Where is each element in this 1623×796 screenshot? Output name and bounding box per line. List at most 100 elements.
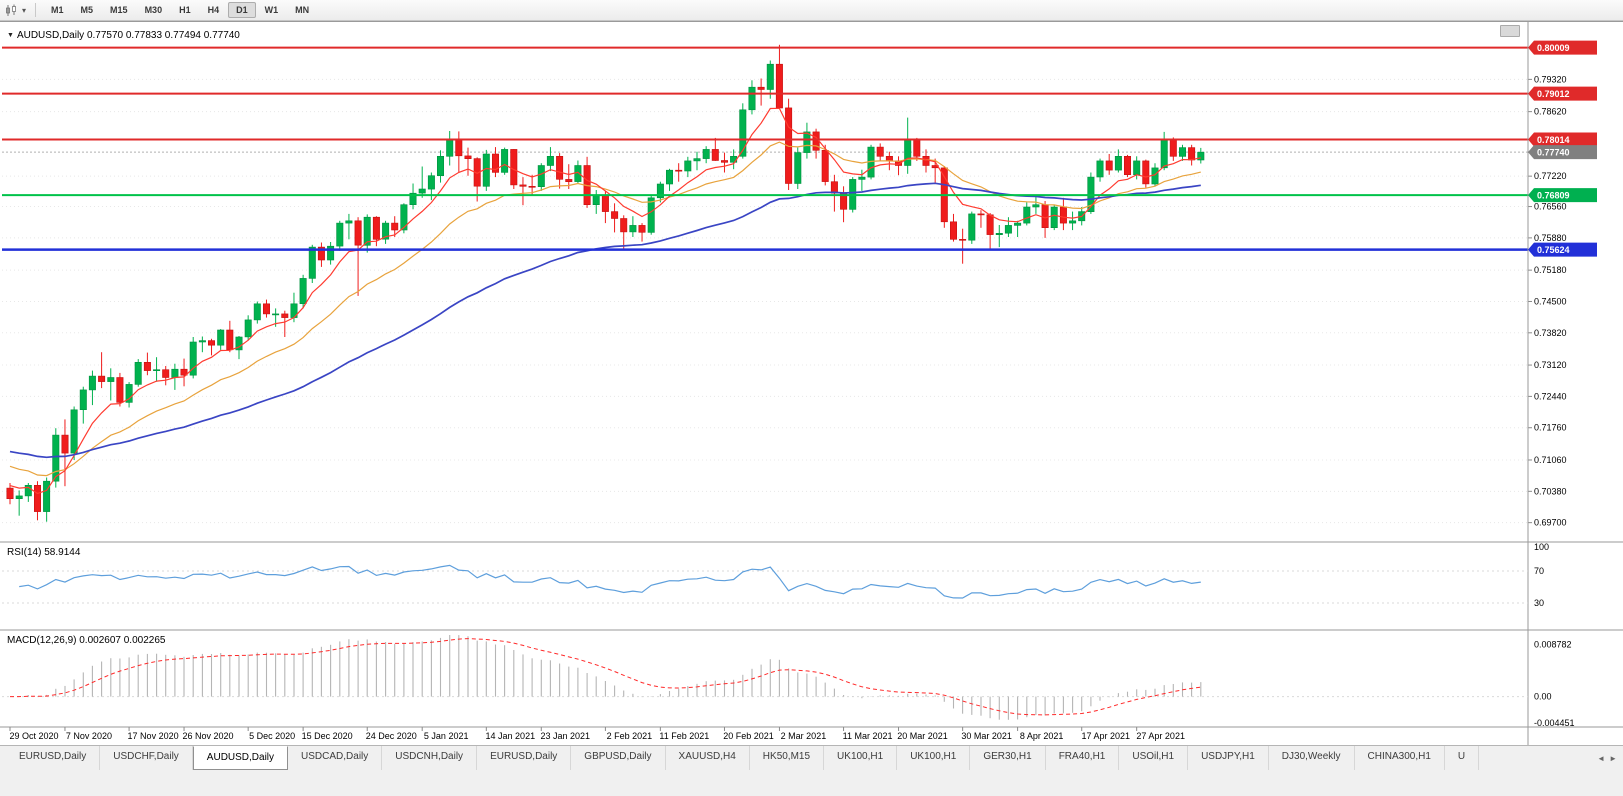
svg-text:2 Mar 2021: 2 Mar 2021 [781,731,827,741]
chart-tab-hk50-m15[interactable]: HK50,M15 [750,746,825,770]
macd-panel: 0.008782 0.00 -0.004451 [2,635,1575,728]
candle [959,239,967,241]
svg-text:27 Apr 2021: 27 Apr 2021 [1136,731,1185,741]
candle [198,340,206,343]
candle [739,109,747,157]
timeframe-button-m1[interactable]: M1 [51,5,64,15]
chart-tab-usoil-h1[interactable]: USOil,H1 [1119,746,1189,770]
candle [1069,220,1077,224]
chart-tab-uk100-h1[interactable]: UK100,H1 [897,746,971,770]
candle [620,218,628,233]
svg-text:0.77220: 0.77220 [1534,171,1567,181]
candle [1050,206,1058,229]
chart-plot-area[interactable] [2,22,1528,542]
svg-text:11 Mar 2021: 11 Mar 2021 [843,731,893,741]
chart-tab-ger30-h1[interactable]: GER30,H1 [970,746,1046,770]
candle [757,86,765,90]
candle [922,156,930,166]
candle [592,195,600,205]
candle [546,156,554,166]
candle [217,329,225,346]
chart-tab-china300-h1[interactable]: CHINA300,H1 [1355,746,1445,770]
chart-tab-u[interactable]: U [1445,746,1480,770]
candle [995,233,1003,236]
price-tag [1528,188,1597,203]
candle [1179,147,1187,157]
chart-tab-usdcnh-daily[interactable]: USDCNH,Daily [382,746,478,770]
candle [693,158,701,162]
chart-corner-button[interactable] [1500,25,1520,37]
candle [510,149,518,186]
timeframe-button-m15[interactable]: M15 [110,5,128,15]
candle [1142,160,1150,185]
chart-tab-eurusd-daily[interactable]: EURUSD,Daily [6,746,101,770]
candle [418,188,426,194]
chart-tab-uk100-h1[interactable]: UK100,H1 [824,746,898,770]
timeframe-button-w1[interactable]: W1 [264,5,279,15]
chart-tab-usdcad-daily[interactable]: USDCAD,Daily [288,746,383,770]
horizontal-level-lines[interactable] [2,46,1528,251]
candle [904,139,912,166]
timeframe-button-d1[interactable]: D1 [228,2,256,18]
candle [949,221,957,240]
candle [226,329,234,351]
price-tag [1528,132,1597,147]
candle [153,369,161,372]
candle [1160,139,1168,169]
chart-tab-audusd-daily[interactable]: AUDUSD,Daily [192,746,289,770]
candle [125,384,133,403]
price-axis: 0.79320 0.78620 0.77220 0.76560 0.75880 0.751… [1528,74,1567,528]
chart-tab-dj30-weekly[interactable]: DJ30,Weekly [1269,746,1355,770]
tabs-scroll-right-icon[interactable]: ► [1609,753,1617,763]
ohlc-collapse-icon[interactable]: ▼ [7,32,14,39]
svg-text:30 Mar 2021: 30 Mar 2021 [961,731,1012,741]
svg-text:0.73120: 0.73120 [1534,360,1567,370]
price-tag [1528,86,1597,101]
timeframe-button-m30[interactable]: M30 [144,5,163,15]
candle [601,195,609,212]
candle [235,336,243,351]
chart-tab-fra40-h1[interactable]: FRA40,H1 [1046,746,1120,770]
candle [372,216,380,240]
candle [134,361,142,385]
candle [1114,156,1122,171]
timeframe-button-h1[interactable]: H1 [179,5,191,15]
svg-text:0.76809: 0.76809 [1537,191,1570,201]
svg-text:0.008782: 0.008782 [1534,640,1572,650]
svg-text:0.70380: 0.70380 [1534,486,1567,496]
chart-tab-gbpusd-daily[interactable]: GBPUSD,Daily [571,746,666,770]
ma-slow-line [9,182,1201,459]
candle [1014,222,1022,226]
candle [61,434,69,454]
chart-tab-eurusd-daily[interactable]: EURUSD,Daily [477,746,572,770]
candle [977,213,985,216]
candle [189,341,197,376]
candle [455,138,463,157]
chart-title-text: AUDUSD,Daily 0.77570 0.77833 0.77494 0.7… [16,30,240,41]
tabs-scroll-left-icon[interactable]: ◄ [1597,753,1606,763]
candle [684,160,692,172]
price-chart-canvas[interactable]: 0.79320 0.78620 0.77220 0.76560 0.75880 0.751… [0,22,1623,746]
chart-tab-xauusd-h4[interactable]: XAUUSD,H4 [666,746,750,770]
ma-fast-line [9,107,1201,495]
candle [308,246,316,279]
svg-text:29 Oct 2020: 29 Oct 2020 [9,731,58,741]
svg-text:0.75180: 0.75180 [1534,265,1567,275]
chart-tab-usdchf-daily[interactable]: USDCHF,Daily [100,746,193,770]
timeframe-button-m5[interactable]: M5 [80,5,94,15]
chart-window: 0.79320 0.78620 0.77220 0.76560 0.75880 0.751… [0,21,1623,746]
macd-indicator-label: MACD(12,26,9) 0.002607 0.002265 [7,635,166,646]
chart-tab-usdjpy-h1[interactable]: USDJPY,H1 [1188,746,1269,770]
dropdown-caret-icon[interactable]: ▾ [22,5,27,15]
timeframe-button-mn[interactable]: MN [295,5,310,15]
candle [556,156,564,180]
timeframe-button-h4[interactable]: H4 [207,5,220,15]
candlestick-chart-icon[interactable] [5,4,19,17]
svg-text:11 Feb 2021: 11 Feb 2021 [659,731,709,741]
candle [702,149,710,159]
candle [1032,204,1040,208]
candle [281,313,289,318]
candle [611,211,619,219]
candle [116,377,124,403]
candle [88,375,96,391]
